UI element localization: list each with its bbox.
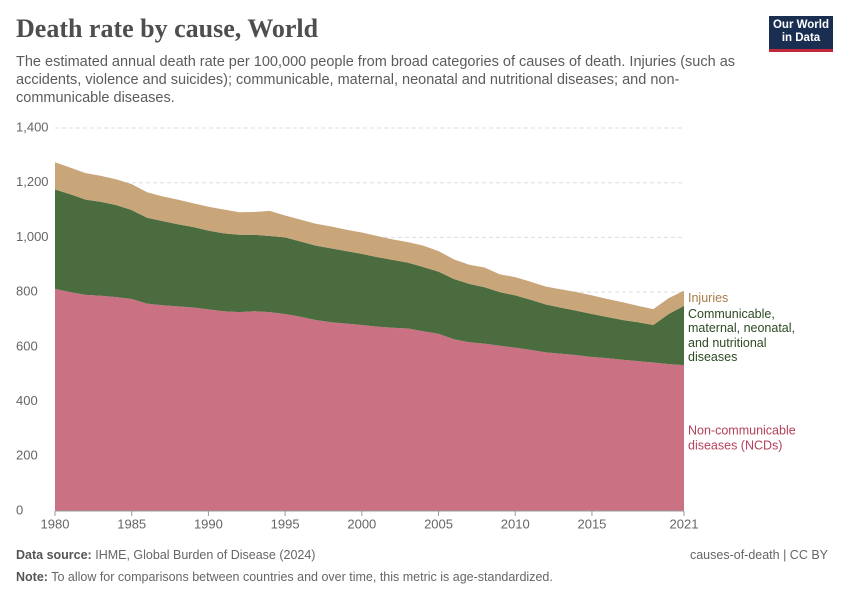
x-tick-label: 2021	[670, 516, 699, 531]
x-tick-label: 1985	[117, 516, 146, 531]
logo[interactable]: Our World in Data	[769, 16, 833, 52]
chart-title: Death rate by cause, World	[16, 14, 319, 43]
source: Data source: IHME, Global Burden of Dise…	[16, 548, 315, 562]
note: Note: To allow for comparisons between c…	[16, 570, 553, 584]
x-tick-label: 1980	[41, 516, 70, 531]
x-tick-label: 2010	[501, 516, 530, 531]
series-label[interactable]: Communicable, maternal, neonatal, and nu…	[688, 306, 796, 365]
note-text: To allow for comparisons between countri…	[51, 570, 553, 584]
y-tick-label: 200	[16, 448, 38, 463]
area	[55, 162, 684, 325]
y-tick-label: 1,000	[16, 229, 49, 244]
area	[55, 288, 684, 511]
y-tick-label: 1,400	[16, 119, 49, 134]
source-label: Data source:	[16, 548, 92, 562]
license[interactable]: causes-of-death | CC BY	[689, 548, 828, 562]
y-tick-label: 600	[16, 338, 38, 353]
source-text[interactable]: IHME, Global Burden of Disease (2024)	[95, 548, 316, 562]
x-tick-label: 2015	[577, 516, 606, 531]
series-label[interactable]: Injuries	[688, 291, 729, 306]
x-tick-label: 1990	[194, 516, 223, 531]
x-tick-label: 1995	[271, 516, 300, 531]
note-label: Note:	[16, 570, 48, 584]
x-tick-label: 2000	[347, 516, 376, 531]
series-label[interactable]: Non-communicable diseases (NCDs)	[688, 423, 796, 453]
y-tick-label: 1,200	[16, 174, 49, 189]
y-tick-label: 0	[16, 502, 23, 517]
x-tick-label: 2005	[424, 516, 453, 531]
area	[55, 189, 684, 366]
y-tick-label: 800	[16, 284, 38, 299]
chart-subtitle: The estimated annual death rate per 100,…	[16, 54, 736, 106]
y-tick-label: 400	[16, 393, 38, 408]
